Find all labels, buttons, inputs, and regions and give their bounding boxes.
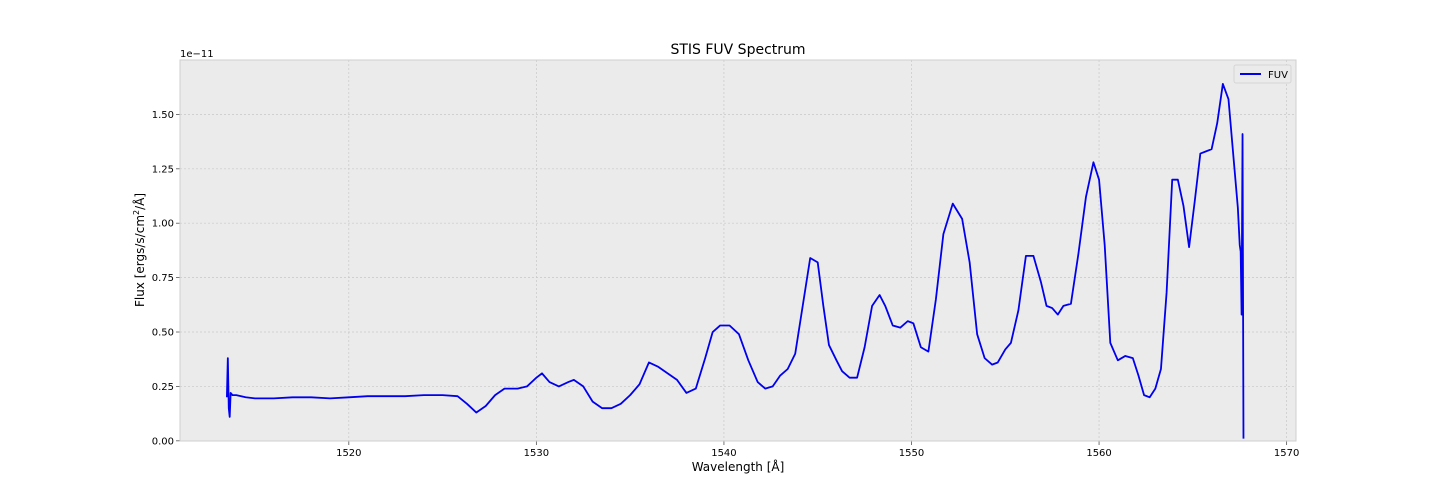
plot-frame bbox=[179, 59, 1297, 442]
y-tick-label: 1.50 bbox=[152, 110, 174, 121]
x-tick-label: 1570 bbox=[1274, 448, 1299, 459]
x-tick-label: 1530 bbox=[524, 448, 549, 459]
y-tick-label: 0.75 bbox=[152, 273, 174, 284]
legend-box bbox=[1233, 64, 1292, 84]
y-axis-label-superscript: 2 bbox=[132, 210, 141, 215]
y-tick-label: 0.00 bbox=[152, 436, 174, 447]
x-tick-label: 1520 bbox=[336, 448, 361, 459]
x-tick-label: 1560 bbox=[1086, 448, 1111, 459]
series-line-fuv bbox=[225, 83, 1245, 439]
legend-label: FUV bbox=[1268, 70, 1288, 81]
x-ticks: 1520 1530 1540 1550 1560 1570 bbox=[336, 441, 1299, 459]
x-axis-label: Wavelength [Å] bbox=[692, 459, 785, 474]
y-axis-label: Flux [ergs/s/cm2/Å] bbox=[132, 193, 147, 307]
legend: FUV bbox=[1233, 64, 1292, 84]
y-axis-label-tail: /Å] bbox=[132, 193, 147, 210]
y-tick-label: 1.00 bbox=[152, 219, 174, 230]
y-tick-label: 0.50 bbox=[152, 328, 174, 339]
y-offset-label: 1e−11 bbox=[180, 49, 214, 60]
x-tick-label: 1540 bbox=[711, 448, 736, 459]
y-axis-label-main: Flux [ergs/s/cm bbox=[133, 215, 147, 307]
plot-background bbox=[180, 60, 1296, 441]
y-tick-label: 0.25 bbox=[152, 382, 174, 393]
chart-title: STIS FUV Spectrum bbox=[670, 42, 805, 58]
y-ticks: 0.00 0.25 0.50 0.75 1.00 1.25 1.50 bbox=[152, 110, 180, 447]
series-group bbox=[225, 83, 1245, 439]
x-tick-label: 1550 bbox=[899, 448, 924, 459]
y-tick-label: 1.25 bbox=[152, 164, 174, 175]
